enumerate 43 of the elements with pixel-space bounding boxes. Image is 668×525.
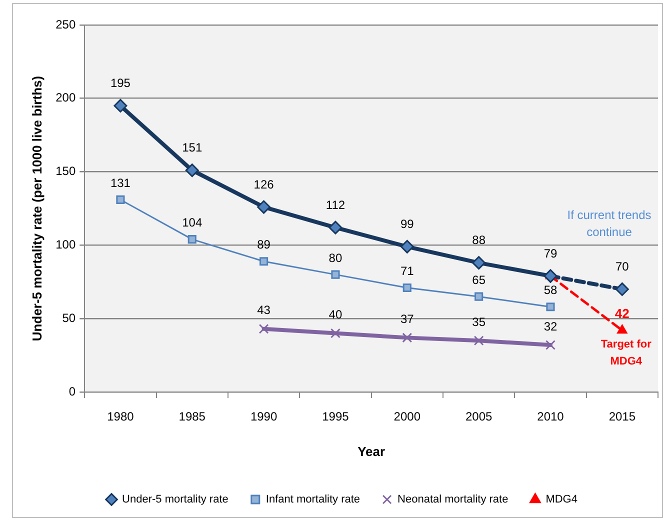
data-label: 40 bbox=[328, 308, 342, 322]
data-label: 131 bbox=[110, 176, 131, 190]
x-tick-label: 1985 bbox=[178, 410, 206, 424]
y-tick-label: 200 bbox=[56, 90, 76, 105]
data-label: 65 bbox=[472, 272, 486, 287]
x-tick-label: 2010 bbox=[537, 410, 564, 424]
data-label: 80 bbox=[328, 250, 342, 265]
y-axis-title: Under-5 mortality rate (per 1000 live births) bbox=[29, 76, 44, 342]
x-axis-title: Year bbox=[358, 444, 386, 459]
data-label: 43 bbox=[257, 303, 271, 318]
data-label: 58 bbox=[544, 283, 558, 298]
data-label: 104 bbox=[182, 216, 202, 230]
data-label: 89 bbox=[257, 238, 271, 252]
y-tick-label: 50 bbox=[62, 310, 76, 325]
x-tick-label: 1980 bbox=[107, 410, 134, 424]
data-label: 37 bbox=[400, 312, 414, 326]
legend-label: Infant mortality rate bbox=[266, 494, 360, 506]
data-label: 71 bbox=[400, 264, 414, 278]
legend-label: Under-5 mortality rate bbox=[122, 494, 228, 506]
y-tick-label: 0 bbox=[68, 384, 76, 398]
data-label: 126 bbox=[254, 177, 274, 192]
annotation: If current trends continue bbox=[567, 208, 652, 240]
x-tick-label: 2015 bbox=[608, 410, 636, 424]
annotation: Target for MDG4 bbox=[600, 338, 652, 368]
data-label: 99 bbox=[400, 216, 414, 231]
data-label: 35 bbox=[472, 314, 486, 329]
data-label: 195 bbox=[110, 76, 131, 90]
data-label: 112 bbox=[326, 198, 346, 212]
x-tick-label: 2000 bbox=[394, 410, 421, 424]
data-label: 70 bbox=[615, 260, 630, 274]
legend-label: MDG4 bbox=[546, 494, 578, 506]
x-tick-label: 2005 bbox=[465, 410, 492, 424]
data-label: 32 bbox=[544, 319, 558, 334]
data-label: 42 bbox=[614, 306, 630, 321]
legend-label: Neonatal mortality rate bbox=[398, 494, 508, 506]
y-tick-label: 250 bbox=[56, 17, 76, 32]
data-label: 88 bbox=[472, 233, 486, 248]
x-tick-label: 1990 bbox=[250, 410, 278, 424]
data-label: 79 bbox=[544, 246, 558, 260]
y-tick-label: 150 bbox=[56, 164, 76, 178]
y-tick-label: 100 bbox=[56, 238, 76, 252]
data-label: 151 bbox=[182, 140, 202, 155]
x-tick-label: 1995 bbox=[322, 410, 350, 424]
